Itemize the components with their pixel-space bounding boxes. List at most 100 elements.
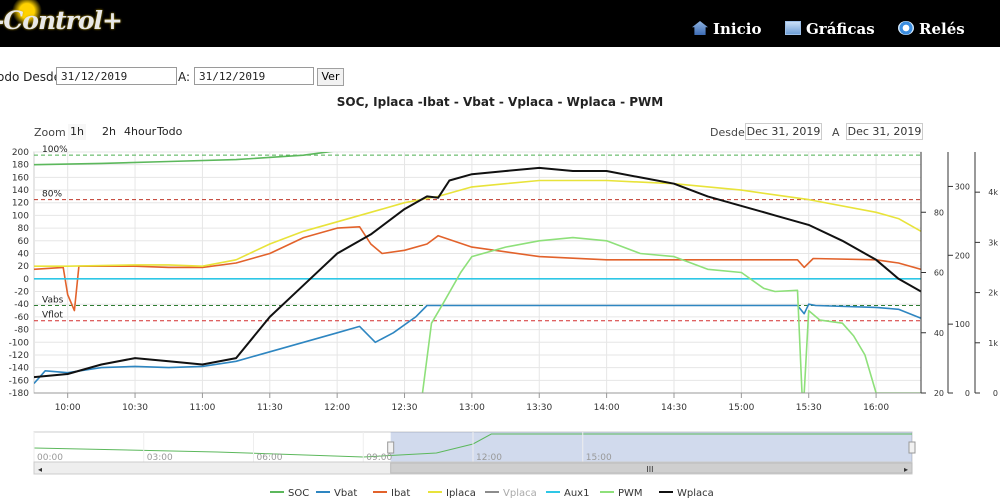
left-axis-tick-label: -60: [14, 313, 29, 323]
legend-swatch: [373, 491, 387, 493]
legend-item-ibat[interactable]: Ibat: [373, 488, 410, 499]
plot-line-label: 80%: [42, 190, 62, 200]
legend-item-vbat[interactable]: Vbat: [316, 488, 357, 499]
left-axis-tick-label: -180: [9, 389, 30, 399]
logo-text: -Control+: [0, 6, 123, 35]
series-line-ibat: [34, 226, 921, 312]
x-axis-tick-label: 11:30: [257, 403, 283, 413]
zoom-todo-button[interactable]: Todo: [157, 125, 183, 138]
top-navbar: -Control+ Inicio Gráficas Relés: [0, 0, 1000, 47]
navigator-tick-label: 12:00: [476, 453, 502, 463]
legend-item-pwm[interactable]: PWM: [600, 488, 643, 499]
legend-swatch: [600, 491, 614, 493]
x-axis-tick-label: 13:00: [459, 403, 485, 413]
left-axis-tick-label: 80: [18, 224, 30, 234]
legend-swatch: [546, 491, 560, 493]
chart-grid: [33, 151, 922, 394]
x-axis-tick-label: 14:00: [594, 403, 620, 413]
x-axis-tick-label: 16:00: [863, 403, 889, 413]
left-axis-tick-label: -40: [14, 300, 29, 310]
legend-label: Iplaca: [446, 488, 476, 499]
right-axis-tick-label: 80: [934, 208, 944, 217]
right-axis-tick-label: 20: [934, 389, 944, 398]
nav-inicio-label: Inicio: [713, 20, 762, 38]
zoom-1h-button[interactable]: 1h: [68, 124, 86, 140]
legend-swatch: [428, 491, 442, 493]
range-to-input[interactable]: Dec 31, 2019: [846, 123, 923, 140]
right-axis-tick-label: 2k: [988, 289, 998, 298]
plot-line-label: Vflot: [42, 311, 63, 321]
plot-line-label: Vabs: [42, 295, 64, 305]
ver-button[interactable]: Ver: [317, 68, 344, 86]
navigator-handle: [908, 441, 916, 454]
range-from-label: Desde: [710, 126, 745, 139]
legend-label: Vbat: [334, 488, 358, 499]
app-logo[interactable]: -Control+: [0, 0, 123, 35]
range-from-input[interactable]: Dec 31, 2019: [745, 123, 822, 140]
right-axis-tick-label: 300: [955, 182, 970, 191]
scroll-right-arrow-icon: ▸: [904, 465, 908, 474]
series-line-soc: [34, 152, 334, 166]
scroll-grip-icon: III: [646, 465, 653, 474]
from-date-label: odo Desde:: [0, 70, 66, 84]
left-axis-tick-label: 180: [12, 161, 29, 171]
navigator-selection: [390, 432, 912, 462]
legend-item-soc[interactable]: SOC: [270, 488, 309, 499]
legend-item-aux1[interactable]: Aux1: [546, 488, 589, 499]
to-date-label: A:: [178, 70, 191, 84]
legend-swatch: [659, 491, 673, 493]
navigator-scrollbar-thumb: [390, 462, 913, 474]
left-axis-tick-label: 140: [12, 186, 29, 196]
legend-item-iplaca[interactable]: Iplaca: [428, 488, 476, 499]
left-axis-tick-label: 0: [23, 275, 29, 285]
nav-graficas[interactable]: Gráficas: [785, 20, 875, 38]
left-axis-tick-label: 20: [18, 262, 30, 272]
legend-swatch: [316, 491, 330, 493]
left-axis-tick-label: -100: [9, 338, 30, 348]
left-axis-tick-label: -140: [9, 364, 30, 374]
x-axis-tick-label: 12:00: [324, 403, 350, 413]
x-axis-tick-label: 15:30: [796, 403, 822, 413]
legend-label: Vplaca: [503, 488, 537, 499]
x-axis-tick-label: 10:30: [122, 403, 148, 413]
right-axis-tick-label: 200: [955, 251, 970, 260]
navigator-tick-label: 00:00: [37, 453, 63, 463]
chart-legend: SOC Vbat Ibat Iplaca Vplaca Aux1 PWM Wplaca: [0, 488, 1000, 500]
nav-reles-label: Relés: [919, 20, 965, 38]
chart-icon: [785, 21, 801, 35]
nav-reles[interactable]: Relés: [898, 20, 965, 38]
to-date-input[interactable]: 31/12/2019: [194, 67, 314, 85]
chart-navigator[interactable]: 00:00 03:00 06:00 09:00 12:00 15:00 ◂ ▸ III: [33, 431, 916, 475]
zoom-2h-button[interactable]: 2h: [102, 125, 116, 138]
legend-item-wplaca[interactable]: Wplaca: [659, 488, 714, 499]
relay-icon: [898, 21, 914, 35]
nav-inicio[interactable]: Inicio: [692, 20, 761, 38]
series-line-wplaca: [34, 166, 921, 379]
right-axis-tick-label: 3k: [988, 238, 998, 247]
from-date-input[interactable]: 31/12/2019: [56, 67, 177, 85]
right-axis-tick-label: 40: [934, 329, 944, 338]
x-axis-tick-label: 12:30: [392, 403, 418, 413]
left-axis-tick-label: 60: [18, 237, 30, 247]
plot-line-label: 100%: [42, 145, 68, 155]
navigator-tick-label: 06:00: [257, 453, 283, 463]
legend-label: PWM: [618, 488, 643, 499]
legend-swatch: [485, 491, 499, 493]
navigator-series-line: [33, 433, 912, 458]
chart-title: SOC, Iplaca -Ibat - Vbat - Vplaca - Wpla…: [336, 95, 664, 109]
navigator-handle: [387, 441, 395, 454]
nav-graficas-label: Gráficas: [806, 20, 875, 38]
left-axis-tick-label: 120: [12, 199, 29, 209]
legend-label: SOC: [288, 488, 310, 499]
left-axis-tick-label: 100: [12, 211, 29, 221]
scroll-left-arrow-icon: ◂: [38, 465, 42, 474]
right-axis-tick-label: 60: [934, 269, 944, 278]
chart-axes: -180 -160 -140 -120 -100 -80 -60 -40 -20 0 20 40 60 8…: [9, 148, 999, 413]
zoom-4hour-button[interactable]: 4hour: [124, 125, 157, 138]
left-axis-tick-label: 160: [12, 173, 29, 183]
sun-icon: [12, 0, 42, 26]
legend-swatch: [270, 491, 284, 493]
left-axis-tick-label: -80: [14, 326, 29, 336]
legend-item-vplaca[interactable]: Vplaca: [485, 488, 537, 499]
